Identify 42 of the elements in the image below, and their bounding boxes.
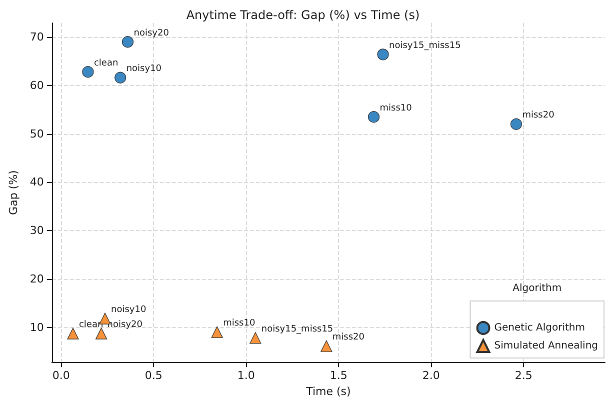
legend-label: Genetic Algorithm xyxy=(494,322,585,334)
annotation: noisy10 xyxy=(110,305,146,316)
point xyxy=(95,328,108,340)
point xyxy=(114,72,126,84)
annotation: noisy20 xyxy=(134,28,170,38)
x-tick-label: 0.5 xyxy=(144,369,162,382)
y-tick-label: 40 xyxy=(30,176,44,189)
y-tick-label: 30 xyxy=(30,224,44,238)
point xyxy=(211,326,223,338)
point xyxy=(250,332,262,344)
annotation: noisy10 xyxy=(126,64,162,74)
y-tick-label: 60 xyxy=(30,78,44,92)
point xyxy=(82,66,94,78)
point xyxy=(122,36,134,48)
x-axis-title: Time (s) xyxy=(305,385,351,398)
y-axis-title: Gap (%) xyxy=(7,170,20,215)
y-tick-label: 50 xyxy=(30,127,44,140)
chart-title: Anytime Trade-off: Gap (%) vs Time (s) xyxy=(186,8,420,22)
y-tick-label: 10 xyxy=(30,320,44,334)
annotation: miss20 xyxy=(522,110,555,121)
point xyxy=(320,340,332,352)
annotation: miss10 xyxy=(380,103,412,114)
x-tick-label: 0.0 xyxy=(52,369,70,382)
y-tick-label: 70 xyxy=(30,30,44,44)
x-tick-label: 2.5 xyxy=(514,369,532,382)
y-tick-label: 20 xyxy=(30,272,44,286)
annotation: clean xyxy=(94,58,118,68)
annotation: noisy15_miss15 xyxy=(261,324,334,334)
annotation: noisy20 xyxy=(107,320,143,330)
x-tick-label: 1.5 xyxy=(330,369,348,382)
point xyxy=(368,111,380,123)
x-tick-label: 1.0 xyxy=(237,369,255,382)
annotation: noisy15_miss15 xyxy=(389,40,461,51)
annotation: miss20 xyxy=(332,332,365,343)
annotation: clean xyxy=(78,320,104,330)
point xyxy=(377,48,389,60)
point xyxy=(67,328,79,340)
point xyxy=(510,118,522,130)
legend-label: Simulated Annealing xyxy=(494,340,598,352)
x-tick-label: 2.0 xyxy=(422,369,440,382)
legend-title: Algorithm xyxy=(512,283,562,294)
annotation: miss10 xyxy=(223,318,256,329)
